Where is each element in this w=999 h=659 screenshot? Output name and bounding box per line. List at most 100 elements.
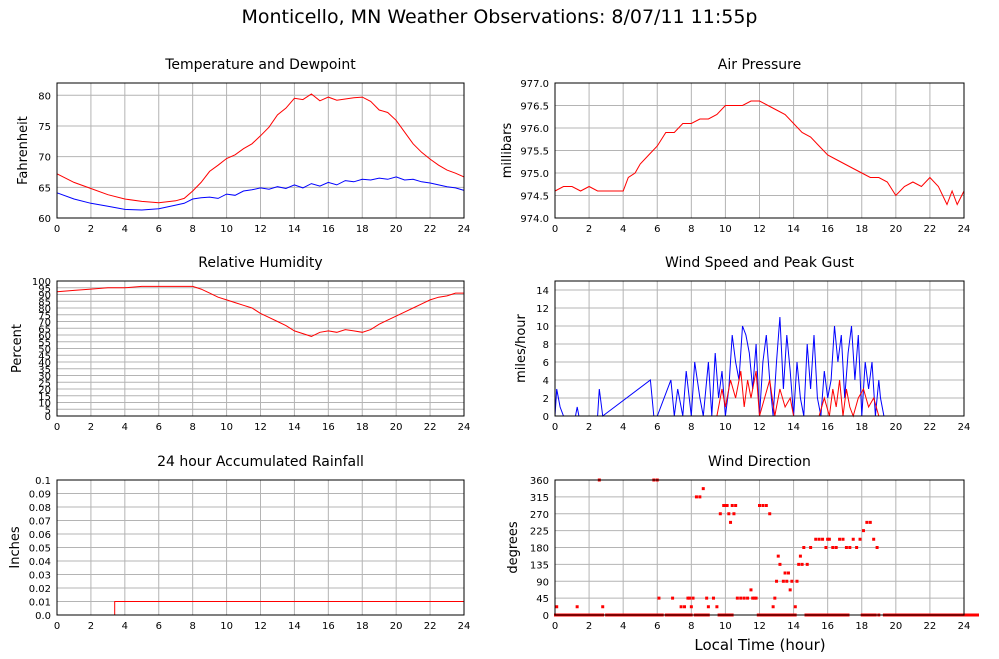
y-tick-label: 0.1 [35,476,51,487]
y-tick-label: 5 [45,405,51,416]
data-point [776,554,780,558]
x-tick-label: 10 [220,422,233,433]
x-tick-label: 6 [654,422,660,433]
y-tick-label: 90 [536,577,549,588]
y-tick-label: 0.07 [29,517,51,528]
x-tick-label: 12 [254,224,267,235]
x-tick-label: 24 [458,422,471,433]
x-tick-label: 22 [424,621,437,632]
y-tick-label: 0.05 [29,544,51,555]
data-point [764,504,768,507]
x-tick-label: 10 [220,621,233,632]
x-tick-label: 12 [254,422,267,433]
x-tick-label: 10 [719,224,732,235]
data-point [868,520,872,524]
data-point [730,504,734,507]
x-tick-label: 20 [390,224,403,235]
x-tick-label: 10 [719,621,732,632]
data-point [761,504,765,507]
x-tick-label: 2 [88,621,94,632]
chart-title: Wind Direction [708,454,811,470]
y-axis-label: degrees [506,521,521,574]
data-point [683,605,687,609]
chart-title: Relative Humidity [198,255,322,271]
data-point [851,537,855,541]
data-point [783,571,787,575]
data-point [785,579,789,583]
y-tick-label: 135 [530,560,549,571]
x-tick-label: 18 [356,621,369,632]
data-point [671,596,675,600]
data-point [739,596,743,600]
x-tick-label: 16 [322,422,335,433]
data-point [773,596,777,600]
y-tick-label: 6 [543,358,549,369]
y-tick-label: 0.0 [35,611,51,622]
data-point [754,596,758,600]
data-point [694,495,698,499]
x-tick-label: 14 [787,621,800,632]
x-tick-label: 2 [88,422,94,433]
x-tick-label: 2 [88,224,94,235]
series-line [56,93,465,204]
x-tick-label: 8 [189,422,195,433]
x-tick-label: 12 [753,422,766,433]
x-tick-label: 6 [654,224,660,235]
data-point [831,546,835,549]
data-point [797,562,801,566]
y-tick-label: 360 [530,476,549,487]
data-point [841,537,845,541]
data-point [775,579,779,583]
chart-title: Air Pressure [718,57,801,73]
y-tick-label: 70 [38,318,51,329]
series-line [554,316,964,417]
x-tick-label: 0 [552,621,558,632]
x-tick-label: 20 [390,621,403,632]
x-tick-label: 20 [889,422,902,433]
y-tick-label: 15 [38,392,51,403]
x-tick-label: 14 [787,422,800,433]
data-point [742,596,746,600]
x-tick-label: 14 [288,621,301,632]
y-tick-label: 976.5 [520,102,549,113]
y-tick-label: 20 [38,385,51,396]
y-tick-label: 0 [543,611,549,622]
x-tick-label: 8 [688,224,694,235]
chart-title: 24 hour Accumulated Rainfall [157,454,364,470]
x-tick-label: 6 [156,422,162,433]
x-tick-label: 4 [620,621,626,632]
data-point [698,495,702,499]
y-tick-label: 95 [38,284,51,295]
data-point [844,546,848,549]
data-point [781,579,785,583]
data-point [855,546,859,549]
data-point [711,596,715,600]
data-point [875,546,879,549]
data-point [800,562,804,566]
y-tick-label: 25 [38,378,51,389]
data-point [838,537,842,541]
data-point [657,596,661,600]
data-point [734,504,738,507]
y-tick-label: 75 [38,311,51,322]
x-tick-label: 22 [424,224,437,235]
y-tick-label: 0 [45,412,51,423]
x-tick-label: 8 [189,224,195,235]
x-tick-label: 4 [122,224,128,235]
data-point [689,605,693,609]
x-tick-label: 12 [753,224,766,235]
data-point [718,512,722,516]
x-tick-label: 10 [719,422,732,433]
x-tick-label: 16 [821,621,834,632]
y-tick-label: 0 [543,412,549,423]
y-tick-label: 0.02 [29,584,51,595]
data-point [824,546,828,549]
data-point [686,596,690,600]
x-tick-label: 0 [54,621,60,632]
y-tick-label: 50 [38,345,51,356]
